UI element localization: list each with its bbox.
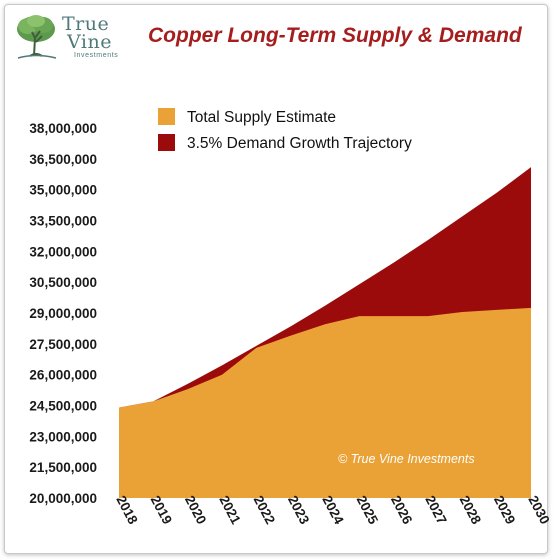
x-tick-label: 2018 bbox=[113, 493, 141, 527]
legend-swatch bbox=[158, 134, 175, 151]
x-tick-label: 2028 bbox=[457, 493, 485, 527]
logo-text-investments: Investments bbox=[74, 52, 119, 59]
x-tick-label: 2027 bbox=[422, 493, 449, 527]
logo-text-true: True bbox=[62, 13, 110, 35]
supply-area bbox=[119, 307, 531, 498]
logo-text-vine: Vine bbox=[67, 31, 112, 53]
x-tick-label: 2025 bbox=[354, 493, 382, 527]
y-tick-label: 24,500,000 bbox=[29, 399, 97, 414]
y-tick-label: 27,500,000 bbox=[29, 337, 97, 352]
chart-title: Copper Long-Term Supply & Demand bbox=[148, 24, 522, 47]
logo: True Vine Investments bbox=[12, 12, 122, 62]
y-tick-label: 21,500,000 bbox=[29, 460, 97, 475]
tree-icon bbox=[17, 15, 57, 59]
x-tick-label: 2022 bbox=[251, 493, 278, 527]
y-tick-label: 35,000,000 bbox=[29, 183, 97, 198]
copyright-annotation: © True Vine Investments bbox=[338, 452, 475, 466]
legend-label: 3.5% Demand Growth Trajectory bbox=[187, 135, 412, 152]
legend-label: Total Supply Estimate bbox=[187, 109, 336, 126]
x-tick-label: 2030 bbox=[525, 493, 552, 527]
x-tick-label: 2026 bbox=[388, 493, 416, 527]
x-tick-label: 2019 bbox=[148, 493, 175, 527]
x-tick-label: 2021 bbox=[216, 493, 244, 527]
y-tick-label: 36,500,000 bbox=[29, 152, 97, 167]
y-tick-label: 38,000,000 bbox=[29, 121, 97, 136]
x-tick-label: 2029 bbox=[491, 493, 518, 527]
y-tick-label: 23,000,000 bbox=[29, 429, 97, 444]
x-tick-label: 2020 bbox=[182, 493, 209, 527]
y-tick-label: 29,000,000 bbox=[29, 306, 97, 321]
legend-swatch bbox=[158, 108, 175, 125]
y-tick-label: 32,000,000 bbox=[29, 244, 97, 259]
y-tick-label: 30,500,000 bbox=[29, 275, 97, 290]
y-tick-label: 26,000,000 bbox=[29, 368, 97, 383]
y-tick-label: 20,000,000 bbox=[29, 491, 97, 506]
x-tick-label: 2024 bbox=[319, 493, 347, 527]
y-tick-label: 33,500,000 bbox=[29, 214, 97, 229]
x-tick-label: 2023 bbox=[285, 493, 313, 527]
